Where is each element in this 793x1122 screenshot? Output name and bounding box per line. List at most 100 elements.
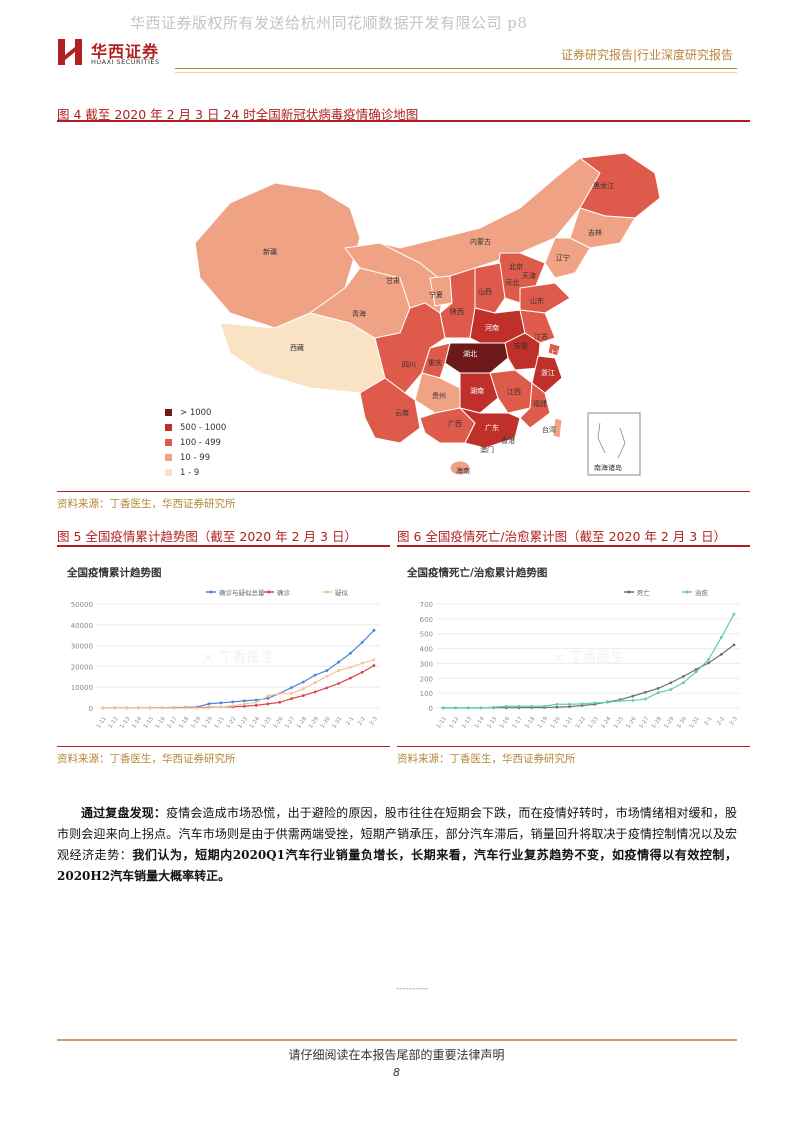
label-neimenggu: 内蒙古 <box>470 237 491 246</box>
figure4-top-rule <box>57 120 750 122</box>
y-tick-label: 100 <box>420 690 433 698</box>
data-point <box>290 692 293 695</box>
x-tick-label: 2-2 <box>357 716 367 727</box>
brand-name-en: HUAXI SECURITIES <box>91 58 160 66</box>
x-tick-label: 1-23 <box>588 716 600 730</box>
x-tick-label: 1-17 <box>512 716 524 730</box>
legend-label: 1 - 9 <box>180 467 200 478</box>
data-point <box>337 682 341 685</box>
legend-label: > 1000 <box>180 407 212 418</box>
figure4-bottom-rule <box>57 491 750 492</box>
label-nanhai: 南海诸岛 <box>594 463 622 472</box>
y-tick-label: 400 <box>420 646 433 654</box>
x-tick-label: 1-30 <box>676 716 688 730</box>
x-tick-label: 1-27 <box>284 716 296 730</box>
label-hebei: 河北 <box>505 279 519 287</box>
y-tick-label: 200 <box>420 675 433 683</box>
x-tick-label: 2-1 <box>704 716 714 727</box>
chart-title: 全国疫情死亡/治愈累计趋势图 <box>406 566 547 579</box>
x-tick-label: 2-2 <box>716 716 726 727</box>
y-tick-label: 20000 <box>71 663 93 671</box>
x-tick-label: 2-3 <box>729 716 739 727</box>
page-number: 8 <box>393 1066 400 1079</box>
x-tick-label: 1-15 <box>486 716 498 730</box>
province-hainan <box>449 460 471 476</box>
province-fujian <box>519 382 551 429</box>
province-shandong <box>519 282 571 314</box>
y-tick-label: 30000 <box>71 643 93 651</box>
y-tick-label: 0 <box>89 705 93 713</box>
data-point <box>360 661 364 665</box>
data-point <box>148 706 152 710</box>
data-point <box>568 705 571 709</box>
y-tick-label: 300 <box>420 660 433 668</box>
map-legend-item: 100 - 499 <box>165 435 226 450</box>
label-shanxi: 山西 <box>478 287 492 296</box>
map-legend-item: 10 - 99 <box>165 450 226 465</box>
data-point <box>732 612 736 616</box>
legend-swatch <box>165 439 172 446</box>
label-xianggang: 香港 <box>501 436 515 445</box>
legend-label: 疑似 <box>335 588 349 597</box>
legend-swatch <box>165 424 172 431</box>
data-point <box>231 700 235 704</box>
x-tick-label: 2-1 <box>345 716 355 727</box>
label-anhui: 安徽 <box>514 341 528 350</box>
label-aomen: 澳门 <box>480 445 494 454</box>
label-chongqing: 重庆 <box>428 358 442 367</box>
label-zhejiang: 浙江 <box>541 368 555 377</box>
data-point <box>254 703 258 707</box>
data-point <box>694 668 698 671</box>
legend-label: 死亡 <box>637 588 651 597</box>
data-point <box>530 704 533 708</box>
x-tick-label: 1-29 <box>308 716 320 730</box>
label-ningxia: 宁夏 <box>429 290 443 299</box>
data-point <box>372 628 376 632</box>
x-tick-label: 1-26 <box>273 716 285 730</box>
figure6-bottom-rule <box>397 746 750 747</box>
x-tick-label: 1-21 <box>562 716 574 730</box>
province-taiwan <box>552 417 563 439</box>
separator-dashes: ---------- <box>396 984 429 994</box>
province-jiangsu <box>519 309 556 344</box>
chart-watermark: ⨯ 丁香医生 <box>202 650 274 666</box>
data-point <box>349 651 352 655</box>
label-beijing: 北京 <box>509 262 523 271</box>
data-point <box>593 701 597 705</box>
data-point <box>266 696 270 700</box>
x-tick-label: 1-28 <box>296 716 308 730</box>
x-tick-label: 1-29 <box>664 716 676 730</box>
data-point <box>479 706 483 710</box>
x-tick-label: 1-18 <box>524 716 536 730</box>
data-point <box>555 705 559 709</box>
y-tick-label: 10000 <box>71 684 93 692</box>
data-point <box>301 694 305 697</box>
data-point <box>719 636 723 639</box>
data-point <box>184 706 187 710</box>
data-point <box>254 698 258 702</box>
figure5-title: 图 5 全国疫情累计趋势图（截至 2020 年 2 月 3 日） <box>57 529 357 544</box>
x-tick-label: 1-30 <box>320 716 332 730</box>
data-point <box>644 697 647 701</box>
label-henan: 河南 <box>485 323 499 332</box>
data-point <box>266 694 270 698</box>
nanhai-inset <box>587 412 641 476</box>
data-point <box>301 687 305 691</box>
data-point <box>669 688 673 691</box>
series-line <box>103 629 375 709</box>
data-point <box>349 676 352 680</box>
data-point <box>656 686 660 690</box>
data-point <box>242 702 246 706</box>
data-point <box>580 702 584 706</box>
x-tick-label: 1-31 <box>331 716 343 730</box>
data-point <box>325 686 329 690</box>
data-point <box>325 674 329 678</box>
label-tianjin: 天津 <box>522 272 536 280</box>
y-tick-label: 600 <box>420 616 433 624</box>
data-point <box>504 704 508 708</box>
data-point <box>454 706 458 710</box>
label-guangxi: 广西 <box>448 419 462 428</box>
data-point <box>219 705 223 709</box>
label-xinjiang: 新疆 <box>263 247 277 256</box>
